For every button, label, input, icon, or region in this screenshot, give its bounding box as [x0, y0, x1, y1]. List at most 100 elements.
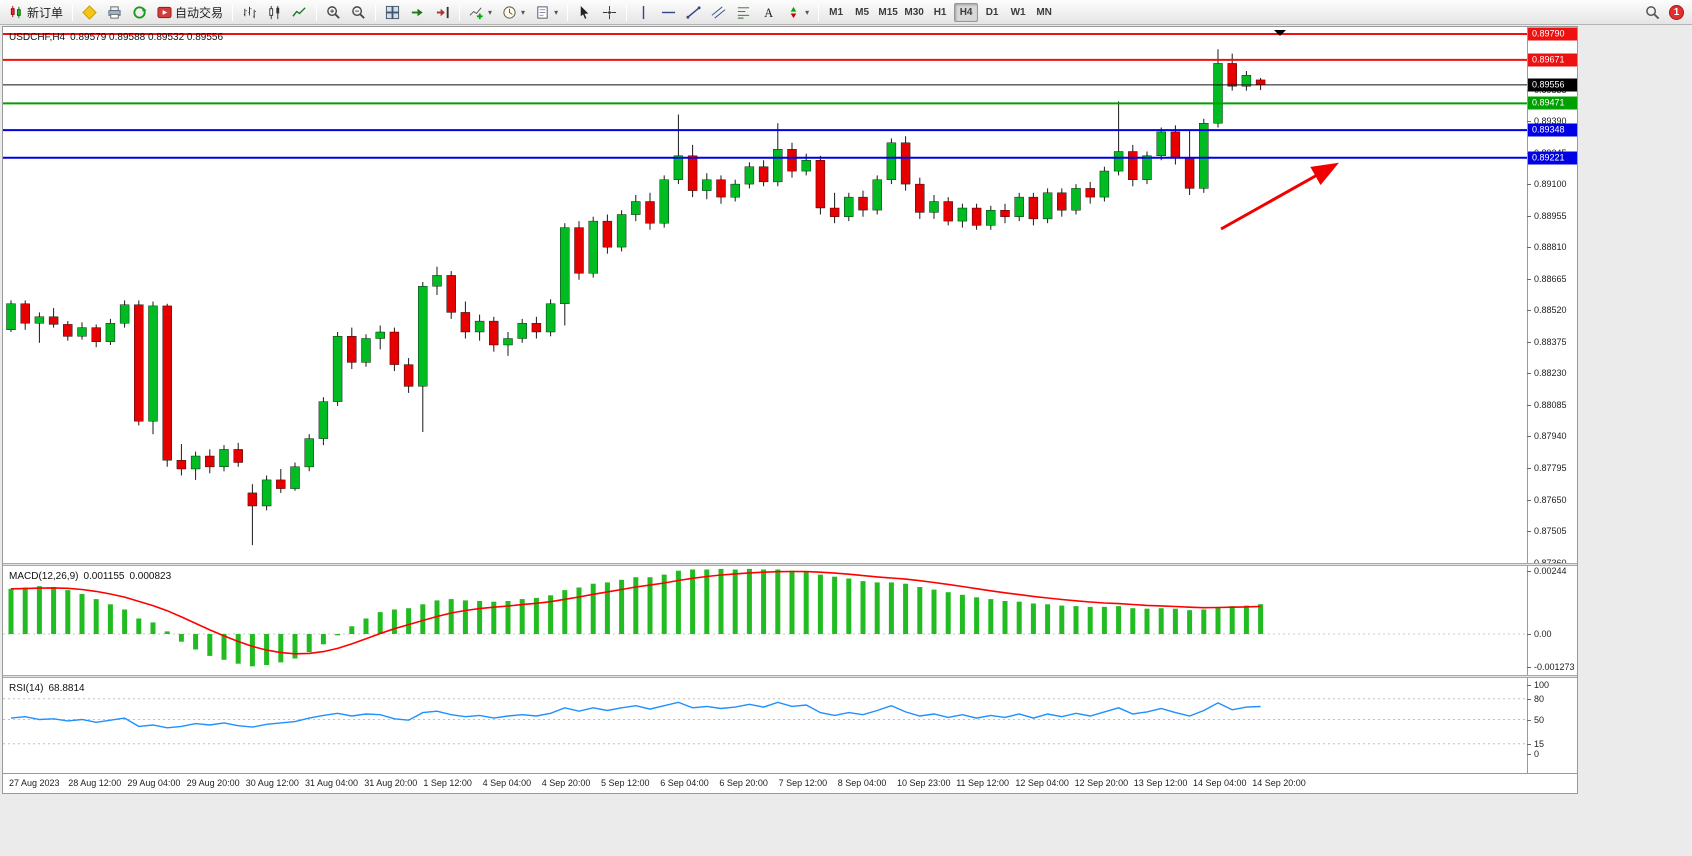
periods-button[interactable]: ▾ [498, 2, 529, 23]
time-axis-label: 14 Sep 04:00 [1193, 778, 1247, 788]
rsi-scale-label: 100 [1534, 680, 1550, 690]
arrows-button[interactable]: ▾ [782, 2, 813, 23]
rsi-scale-label: 50 [1534, 714, 1545, 725]
timeframe-button-mn[interactable]: MN [1036, 6, 1052, 18]
tile-windows-button[interactable] [381, 2, 404, 23]
time-axis-label: 29 Aug 04:00 [127, 778, 181, 788]
time-axis-label: 8 Sep 04:00 [837, 778, 887, 788]
metaeditor-button[interactable] [78, 2, 101, 23]
macd-scale-label: 0.00 [1534, 629, 1552, 639]
price-scale-label: 0.88955 [1534, 210, 1567, 221]
toolbar-separator [375, 3, 377, 21]
bar-chart-button[interactable] [238, 2, 261, 23]
fibonacci-button[interactable] [732, 2, 755, 23]
chart-shift-marker[interactable] [1274, 30, 1286, 36]
symbol-period-text: USDCHF,H4 [9, 32, 66, 43]
notification-badge[interactable]: 1 [1669, 5, 1684, 20]
candlestick-chart-button[interactable] [263, 2, 286, 23]
panel-separator[interactable] [3, 563, 1577, 566]
zoom-out-button[interactable] [347, 2, 370, 23]
line-chart-icon [292, 5, 307, 20]
new-order-icon [9, 5, 24, 20]
price-tag[interactable]: 0.89221 [1528, 151, 1577, 165]
toolbar-separator [232, 3, 234, 21]
time-axis-label: 10 Sep 23:00 [897, 778, 951, 788]
text-button[interactable]: A [757, 2, 780, 23]
timeframe-button-h1[interactable]: H1 [933, 6, 947, 18]
macd-main-value: 0.001155 [83, 571, 125, 582]
timeframe-button-h4[interactable]: H4 [954, 2, 979, 22]
price-scale-label: 0.88810 [1534, 242, 1567, 253]
trend-arrow-annotation[interactable] [1220, 162, 1339, 231]
timeframe-button-m5[interactable]: M5 [855, 6, 870, 18]
cursor-icon [577, 5, 592, 20]
chevron-down-icon[interactable]: ▾ [521, 7, 526, 17]
print-icon [107, 5, 122, 20]
panel-separator[interactable] [3, 675, 1577, 678]
price-tag[interactable]: 0.89671 [1528, 53, 1577, 67]
chevron-down-icon[interactable]: ▾ [805, 7, 810, 17]
price-tag[interactable]: 0.89790 [1528, 27, 1577, 41]
bar-chart-icon [242, 5, 257, 20]
time-axis-label: 29 Aug 20:00 [186, 778, 240, 788]
timeframe-button-m30[interactable]: M30 [904, 6, 924, 18]
templates-button[interactable]: ▾ [531, 2, 562, 23]
price-scale-label: 0.87650 [1534, 494, 1567, 505]
price-tag[interactable]: 0.89556 [1528, 78, 1577, 92]
arrows-icon [786, 5, 801, 20]
timeframe-button-w1[interactable]: W1 [1010, 6, 1026, 18]
chevron-down-icon[interactable]: ▾ [488, 7, 493, 17]
vline-icon [636, 5, 651, 20]
price-scale-label: 0.89390 [1534, 116, 1567, 126]
time-axis-label: 30 Aug 12:00 [245, 778, 299, 788]
auto-scroll-button[interactable] [406, 2, 429, 23]
rsi-scale-label: 80 [1534, 693, 1545, 704]
chart-shift-button[interactable] [431, 2, 454, 23]
line-chart-button[interactable] [288, 2, 311, 23]
rsi-name-text: RSI(14) [9, 683, 44, 694]
macd-signal-line [10, 570, 1261, 655]
rsi-scale-label: 0 [1534, 749, 1540, 759]
timeframe-button-m1[interactable]: M1 [829, 6, 844, 18]
zoom-in-button[interactable] [322, 2, 345, 23]
channel-icon [711, 5, 726, 20]
time-axis-label: 7 Sep 12:00 [778, 778, 828, 788]
channel-button[interactable] [707, 2, 730, 23]
trendline-button[interactable] [682, 2, 705, 23]
chart-shift-icon [435, 5, 450, 20]
indicators-icon [469, 5, 484, 20]
text-icon: A [761, 5, 776, 20]
time-axis-label: 28 Aug 12:00 [68, 778, 122, 788]
time-axis-label: 6 Sep 20:00 [719, 778, 768, 788]
refresh-button[interactable] [128, 2, 151, 23]
timeframe-button-m15[interactable]: M15 [878, 6, 898, 18]
toolbar-separator [626, 3, 628, 21]
clock-icon [502, 5, 517, 20]
price-scale-label: 0.87940 [1534, 431, 1567, 442]
timeframe-button-d1[interactable]: D1 [985, 6, 999, 18]
metaeditor-icon [82, 4, 97, 20]
time-axis-label: 14 Sep 20:00 [1252, 778, 1306, 788]
templates-icon [535, 5, 550, 20]
autotrading-button[interactable]: 自动交易 [153, 2, 227, 23]
indicators-button[interactable]: ▾ [465, 2, 496, 23]
time-axis-label: 31 Aug 04:00 [305, 778, 359, 788]
time-axis-label: 11 Sep 12:00 [956, 778, 1010, 788]
price-scale-label: 0.88230 [1534, 368, 1567, 379]
vertical-line-button[interactable] [632, 2, 655, 23]
search-icon[interactable] [1645, 5, 1660, 20]
macd-panel: MACD(12,26,9) 0.001155 0.000823 0.00244 0.0… [3, 566, 1577, 675]
new-order-button[interactable]: 新订单 [5, 2, 67, 23]
price-scale-label: 0.87795 [1534, 462, 1567, 473]
crosshair-button[interactable] [598, 2, 621, 23]
zoom-out-icon [351, 5, 366, 20]
horizontal-line-button[interactable] [657, 2, 680, 23]
print-button[interactable] [103, 2, 126, 23]
zoom-in-icon [326, 5, 341, 20]
price-tag[interactable]: 0.89471 [1528, 96, 1577, 110]
price-tag[interactable]: 0.89348 [1528, 123, 1577, 137]
price-scale-label: 0.88520 [1534, 305, 1567, 316]
time-axis-label: 1 Sep 12:00 [423, 778, 472, 788]
cursor-button[interactable] [573, 2, 596, 23]
chevron-down-icon[interactable]: ▾ [554, 7, 559, 17]
